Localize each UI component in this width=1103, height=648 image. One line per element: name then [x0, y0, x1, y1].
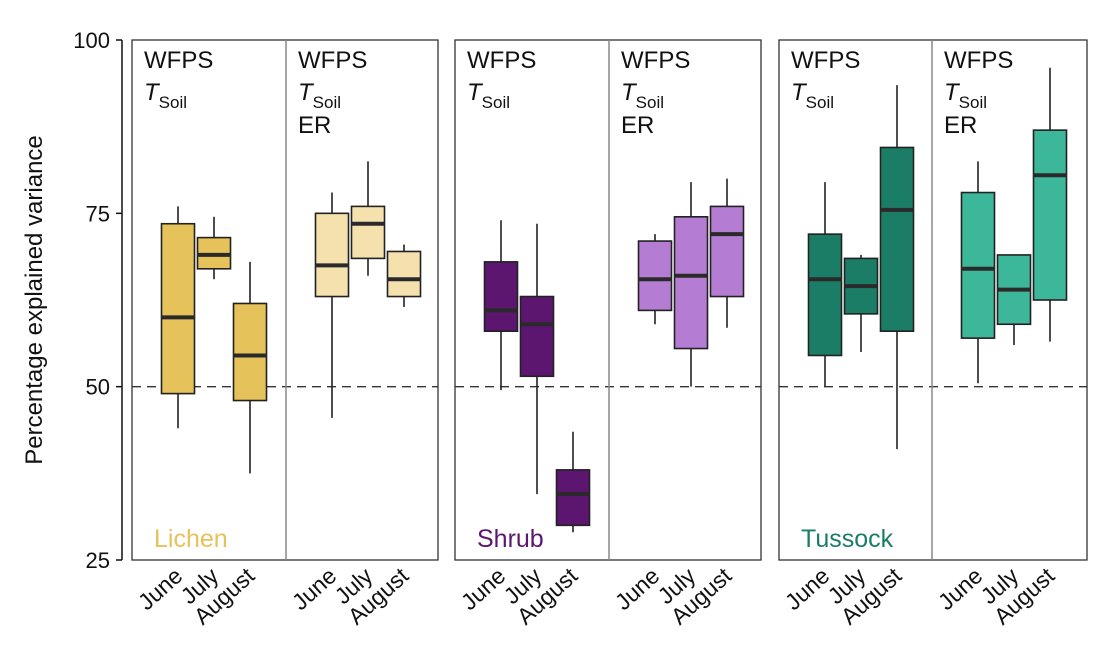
group-frame-shrub: [454, 39, 762, 561]
panel-label-tsoil: TSoil: [791, 79, 834, 112]
panel-label-tsoil: TSoil: [621, 79, 664, 112]
group-label-tussock: Tussock: [801, 525, 894, 553]
y-tick-label: 50: [86, 375, 110, 400]
group-frame-lichen: [131, 39, 439, 561]
group-label-shrub: Shrub: [477, 525, 544, 553]
panel-label-wfps: WFPS: [621, 47, 690, 74]
box-june: [637, 240, 673, 312]
panel-label-er: ER: [621, 112, 654, 139]
box-august: [879, 146, 915, 332]
box-june: [483, 261, 519, 333]
y-tick-label: 100: [73, 28, 110, 53]
box-july: [673, 216, 709, 350]
box-august: [386, 250, 422, 298]
panel-label-wfps: WFPS: [298, 47, 367, 74]
box-august: [709, 205, 745, 298]
panel-label-tsoil: TSoil: [298, 79, 341, 112]
box-july: [350, 205, 386, 260]
panel-label-er: ER: [298, 112, 331, 139]
group-label-lichen: Lichen: [154, 525, 228, 553]
panel-label-wfps: WFPS: [944, 47, 1013, 74]
panel-label-wfps: WFPS: [791, 47, 860, 74]
box-june: [314, 212, 350, 298]
box-june: [807, 233, 843, 357]
panel-label-wfps: WFPS: [467, 47, 536, 74]
box-july: [519, 295, 555, 378]
box-august: [555, 469, 591, 527]
panel-label-tsoil: TSoil: [467, 79, 510, 112]
panel-label-tsoil: TSoil: [944, 79, 987, 112]
box-august: [1032, 129, 1068, 301]
panel-label-wfps: WFPS: [144, 47, 213, 74]
panel-label-tsoil: TSoil: [144, 79, 187, 112]
panel-label-er: ER: [944, 112, 977, 139]
box-june: [960, 191, 996, 339]
box-august: [232, 302, 268, 402]
y-tick-label: 25: [86, 548, 110, 573]
group-frame-tussock: [778, 39, 1088, 561]
y-axis-title: Percentage explained variance: [21, 135, 48, 465]
y-tick-label: 75: [86, 201, 110, 226]
box-june: [160, 222, 196, 395]
